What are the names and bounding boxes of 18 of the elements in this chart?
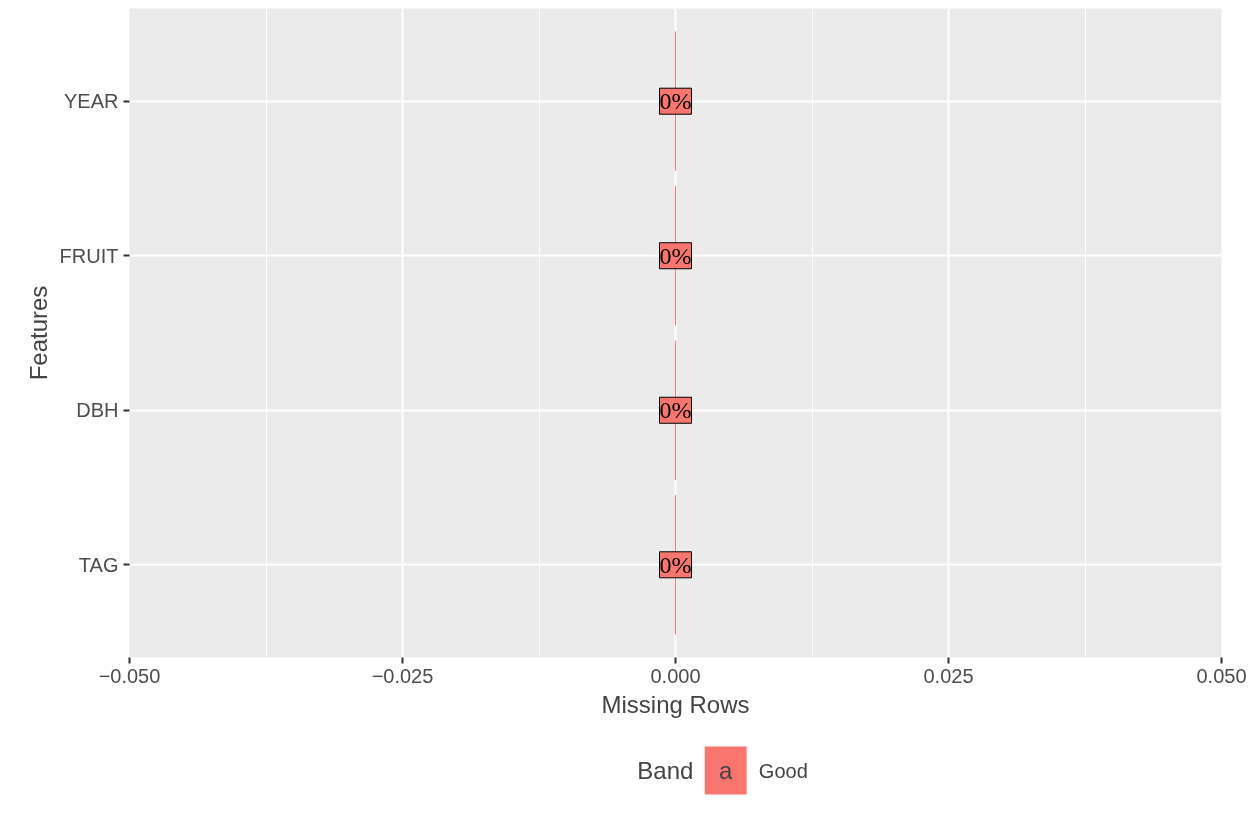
y-tick-label: YEAR <box>64 90 119 113</box>
x-tick-label: 0.025 <box>923 664 974 687</box>
legend-title: Band <box>637 757 694 784</box>
x-tick-label: −0.025 <box>371 664 434 687</box>
x-tick-label: 0.050 <box>1196 664 1247 687</box>
x-tick-label: 0.000 <box>650 664 701 687</box>
data-label: 0% <box>659 88 692 115</box>
data-label: 0% <box>659 397 692 424</box>
y-tick-label: TAG <box>78 553 119 576</box>
legend-label: Good <box>758 759 808 782</box>
x-axis-title: Missing Rows <box>601 690 750 718</box>
text: a <box>719 757 734 784</box>
x-tick-label: −0.050 <box>98 664 161 687</box>
data-label: 0% <box>659 242 692 269</box>
y-tick-label: FRUIT <box>59 244 119 267</box>
data-label: 0% <box>659 551 692 578</box>
y-tick-label: DBH <box>76 399 119 422</box>
y-axis-title: Features <box>24 285 52 381</box>
